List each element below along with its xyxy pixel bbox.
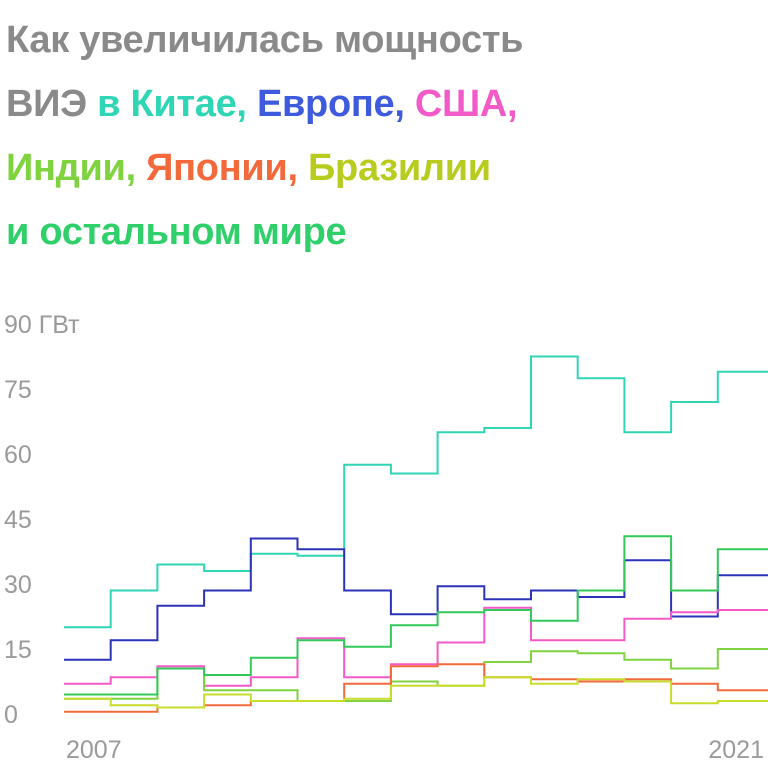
y-tick-label: 30: [4, 571, 32, 599]
title-part: Как увеличилась мощность: [6, 19, 524, 61]
y-tick-label: 75: [4, 376, 32, 404]
title-part: Индии,: [6, 147, 136, 189]
series-line: [64, 648, 768, 702]
title-part: США,: [414, 83, 518, 125]
series-line: [64, 663, 768, 713]
title-part: в Китае,: [97, 83, 247, 125]
title-part: Бразилии: [308, 147, 491, 189]
x-tick-label: 2021: [708, 736, 764, 764]
y-tick-label: 90 ГВт: [4, 311, 80, 339]
title-part: Японии,: [146, 147, 298, 189]
x-tick-label: 2007: [66, 736, 122, 764]
series-line: [64, 535, 768, 696]
y-tick-label: 45: [4, 506, 32, 534]
y-tick-label: 60: [4, 441, 32, 469]
x-axis-ticks: 2007 2021: [66, 736, 764, 764]
y-tick-label: 15: [4, 636, 32, 664]
y-axis-ticks: 0 15 30 45 60 75 90 ГВт: [4, 311, 80, 729]
series-lines: [64, 355, 768, 713]
title-part: и остальном мире: [6, 211, 347, 253]
chart-title: Как увеличилась мощность ВИЭ в Китае, Ев…: [6, 8, 756, 264]
series-line: [64, 676, 768, 709]
series-line: [64, 537, 768, 661]
title-part: ВИЭ: [6, 83, 87, 125]
y-tick-label: 0: [4, 701, 18, 729]
series-line: [64, 606, 768, 687]
series-line: [64, 355, 768, 629]
title-part: Европе,: [256, 83, 405, 125]
